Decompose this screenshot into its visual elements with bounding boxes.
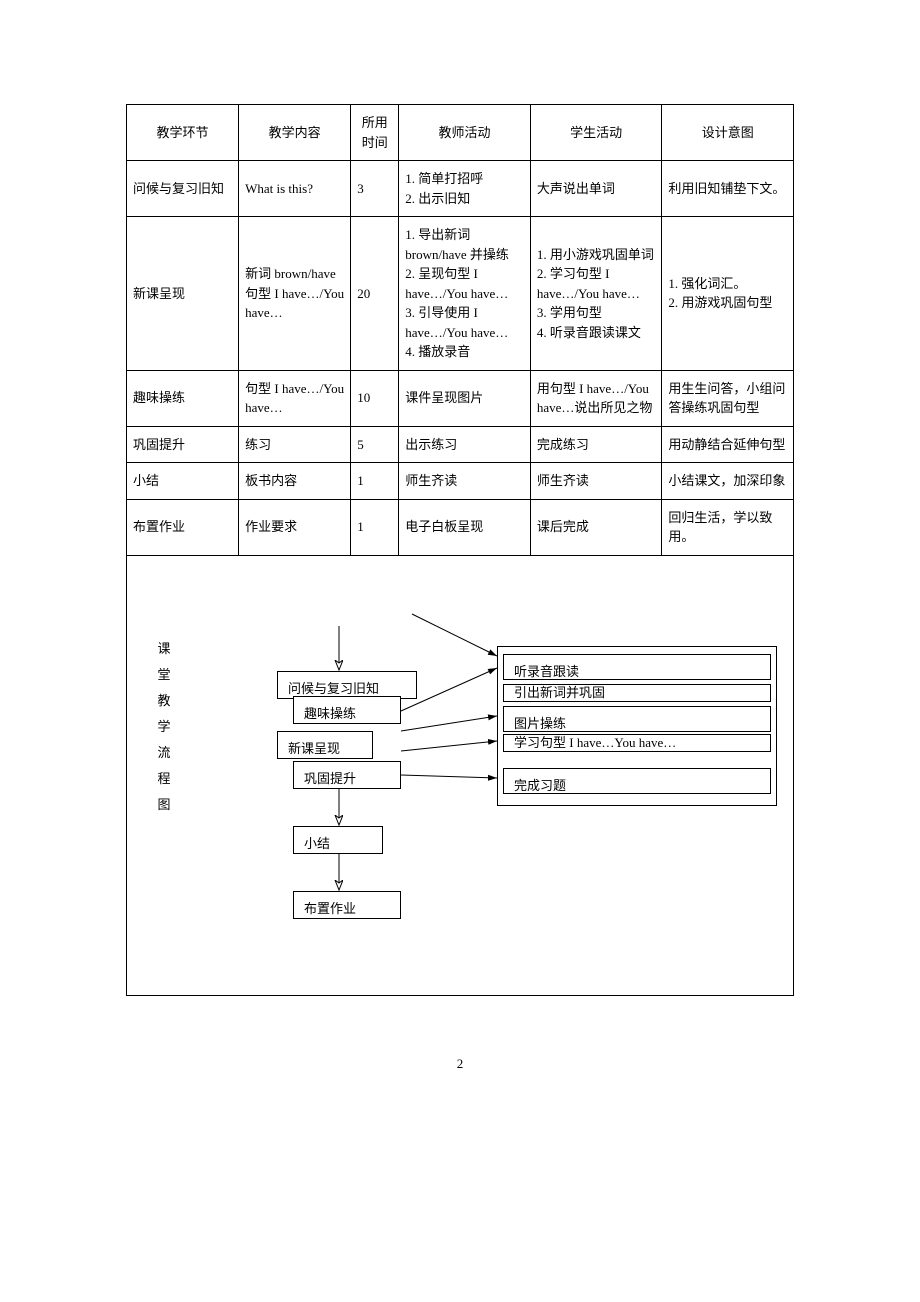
cell-student: 完成练习 xyxy=(530,426,662,463)
th-student: 学生活动 xyxy=(530,105,662,161)
cell-time: 3 xyxy=(351,161,399,217)
cell-step: 巩固提升 xyxy=(127,426,239,463)
flow-right-box: 完成习题 xyxy=(503,768,771,794)
cell-intent: 用动静结合延伸句型 xyxy=(662,426,794,463)
flow-arrow xyxy=(401,741,497,751)
table-row: 巩固提升练习5出示练习完成练习用动静结合延伸句型 xyxy=(127,426,794,463)
cell-teacher: 师生齐读 xyxy=(399,463,531,500)
th-content: 教学内容 xyxy=(239,105,351,161)
flow-left-box: 问候与复习旧知 xyxy=(277,671,417,699)
cell-content: 新词 brown/have 句型 I have…/You have… xyxy=(239,217,351,371)
cell-time: 20 xyxy=(351,217,399,371)
cell-teacher: 出示练习 xyxy=(399,426,531,463)
flow-right-box: 图片操练 xyxy=(503,706,771,732)
cell-teacher: 1. 简单打招呼2. 出示旧知 xyxy=(399,161,531,217)
cell-time: 10 xyxy=(351,370,399,426)
flow-arrow xyxy=(412,614,497,656)
flow-left-box: 布置作业 xyxy=(293,891,401,919)
cell-teacher: 1. 导出新词 brown/have 并操练2. 呈现句型 I have…/Yo… xyxy=(399,217,531,371)
cell-content: 练习 xyxy=(239,426,351,463)
cell-student: 用句型 I have…/You have…说出所见之物 xyxy=(530,370,662,426)
cell-step: 布置作业 xyxy=(127,499,239,555)
cell-student: 课后完成 xyxy=(530,499,662,555)
flow-arrow xyxy=(401,775,497,778)
cell-step: 趣味操练 xyxy=(127,370,239,426)
cell-time: 1 xyxy=(351,499,399,555)
cell-teacher: 课件呈现图片 xyxy=(399,370,531,426)
flow-right-box: 听录音跟读 xyxy=(503,654,771,680)
cell-content: What is this? xyxy=(239,161,351,217)
table-body: 问候与复习旧知What is this?31. 简单打招呼2. 出示旧知大声说出… xyxy=(127,161,794,556)
cell-content: 作业要求 xyxy=(239,499,351,555)
cell-intent: 小结课文，加深印象 xyxy=(662,463,794,500)
th-intent: 设计意图 xyxy=(662,105,794,161)
cell-intent: 利用旧知铺垫下文。 xyxy=(662,161,794,217)
cell-time: 5 xyxy=(351,426,399,463)
cell-step: 问候与复习旧知 xyxy=(127,161,239,217)
flow-right-box: 学习句型 I have…You have… xyxy=(503,734,771,752)
table-row: 新课呈现新词 brown/have 句型 I have…/You have…20… xyxy=(127,217,794,371)
th-teacher: 教师活动 xyxy=(399,105,531,161)
cell-intent: 用生生问答，小组问答操练巩固句型 xyxy=(662,370,794,426)
lesson-plan-table: 教学环节 教学内容 所用时间 教师活动 学生活动 设计意图 问候与复习旧知Wha… xyxy=(126,104,794,556)
flowchart-container: 听录音跟读引出新词并巩固图片操练学习句型 I have…You have… 完成习… xyxy=(197,576,787,976)
flowchart-cell: 课堂教学流程图 听录音跟读引出新词并巩固图片操练学习句型 I have…You … xyxy=(126,556,794,996)
cell-intent: 回归生活，学以致用。 xyxy=(662,499,794,555)
cell-time: 1 xyxy=(351,463,399,500)
cell-step: 小结 xyxy=(127,463,239,500)
th-time: 所用时间 xyxy=(351,105,399,161)
cell-step: 新课呈现 xyxy=(127,217,239,371)
th-step: 教学环节 xyxy=(127,105,239,161)
table-header-row: 教学环节 教学内容 所用时间 教师活动 学生活动 设计意图 xyxy=(127,105,794,161)
page-number: 2 xyxy=(126,1056,794,1072)
flow-left-box: 趣味操练 xyxy=(293,696,401,724)
flow-left-box: 小结 xyxy=(293,826,383,854)
cell-student: 1. 用小游戏巩固单词2. 学习句型 I have…/You have…3. 学… xyxy=(530,217,662,371)
cell-content: 板书内容 xyxy=(239,463,351,500)
table-row: 趣味操练句型 I have…/You have…10课件呈现图片用句型 I ha… xyxy=(127,370,794,426)
table-row: 小结板书内容1师生齐读师生齐读小结课文，加深印象 xyxy=(127,463,794,500)
cell-student: 大声说出单词 xyxy=(530,161,662,217)
flow-arrow xyxy=(401,716,497,731)
cell-teacher: 电子白板呈现 xyxy=(399,499,531,555)
flow-right-box: 引出新词并巩固 xyxy=(503,684,771,702)
cell-student: 师生齐读 xyxy=(530,463,662,500)
flow-left-box: 新课呈现 xyxy=(277,731,373,759)
table-row: 问候与复习旧知What is this?31. 简单打招呼2. 出示旧知大声说出… xyxy=(127,161,794,217)
flow-left-box: 巩固提升 xyxy=(293,761,401,789)
table-row: 布置作业作业要求1电子白板呈现课后完成回归生活，学以致用。 xyxy=(127,499,794,555)
cell-content: 句型 I have…/You have… xyxy=(239,370,351,426)
cell-intent: 1. 强化词汇。2. 用游戏巩固句型 xyxy=(662,217,794,371)
flowchart-title: 课堂教学流程图 xyxy=(157,636,173,818)
